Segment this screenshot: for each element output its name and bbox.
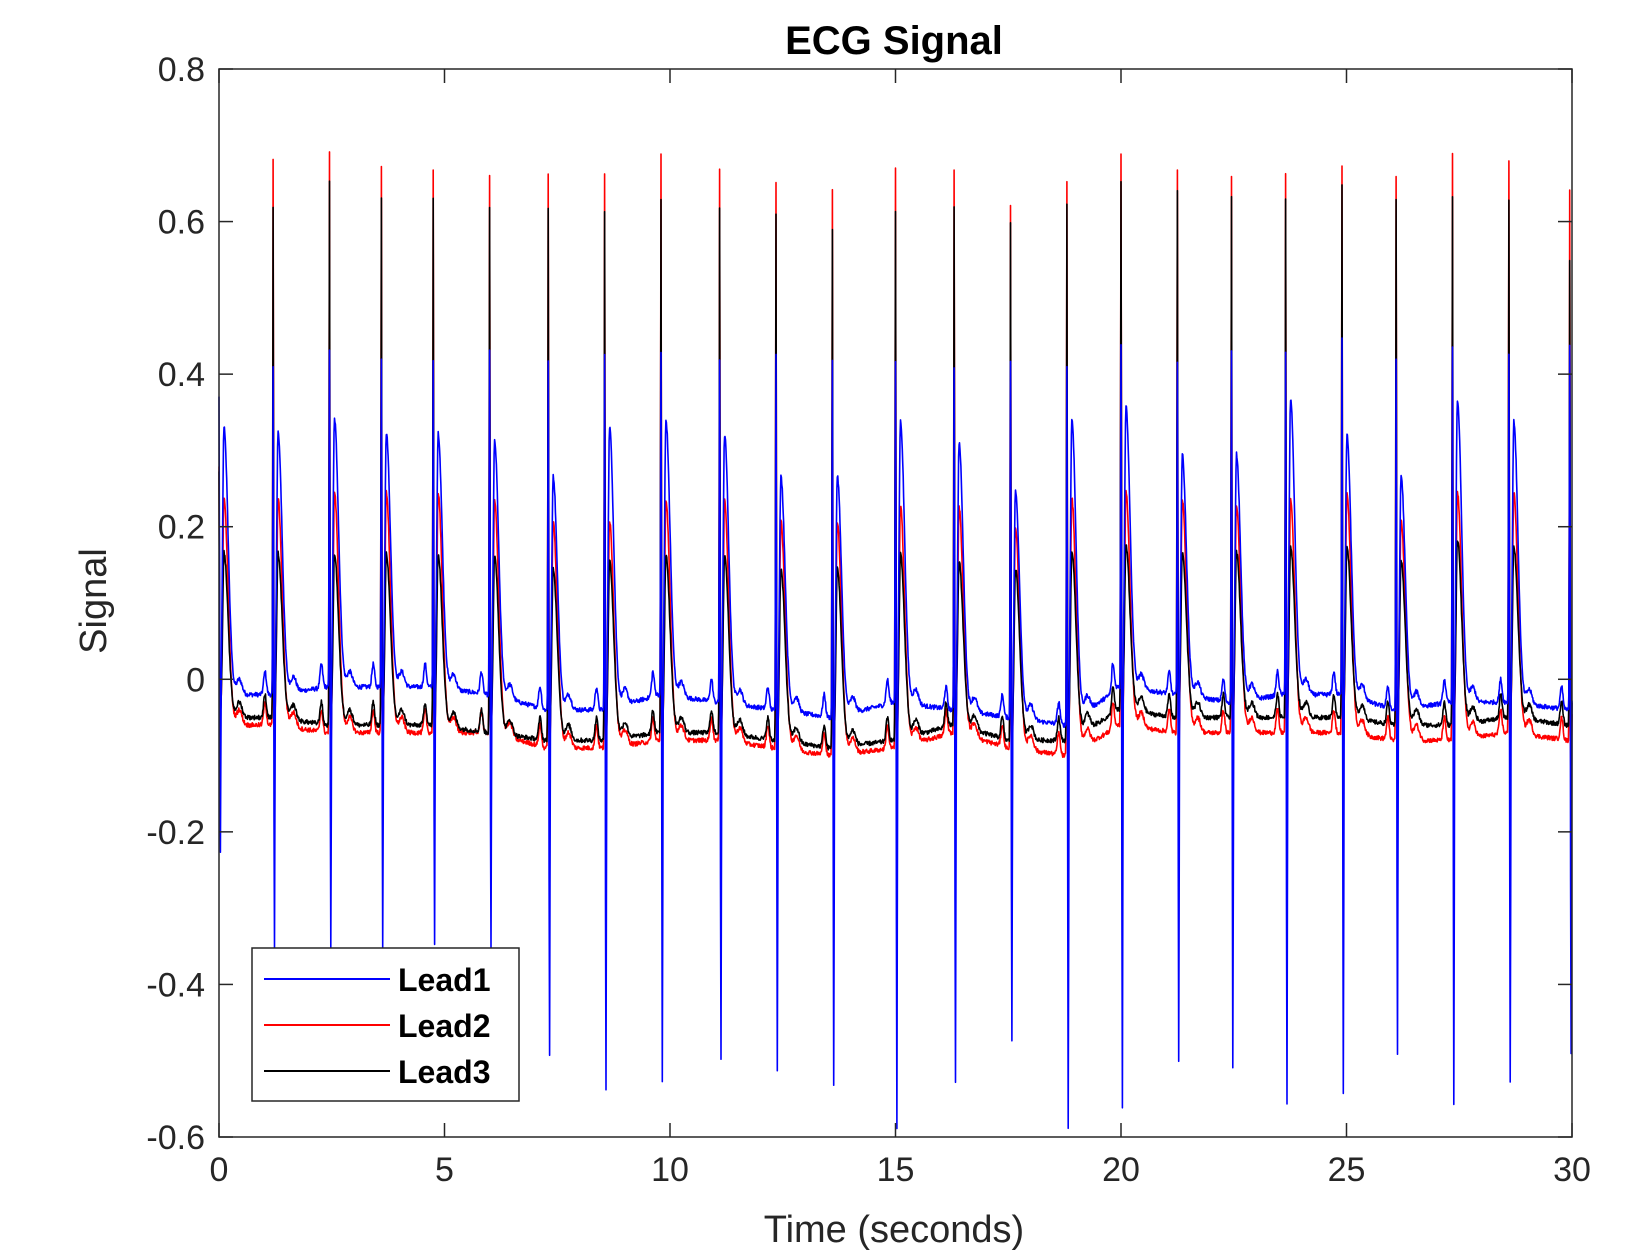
x-tick-label: 20: [1102, 1151, 1140, 1189]
x-tick-label: 0: [210, 1151, 229, 1189]
y-tick-label: 0.4: [158, 356, 205, 394]
series-line-lead3: [218, 180, 1573, 775]
y-tick-label: 0: [186, 661, 205, 699]
x-axis-title: Time (seconds): [764, 1209, 1024, 1250]
series-layer: [218, 151, 1573, 1130]
x-tick-label: 30: [1553, 1151, 1591, 1189]
x-tick-label: 10: [651, 1151, 689, 1189]
y-axis-title: Signal: [73, 548, 115, 654]
legend: Lead1 Lead2 Lead3: [251, 947, 520, 1102]
legend-label-lead2: Lead2: [398, 1008, 490, 1044]
ticks-layer: 0 5 10 15 20 25 30 -0.6 -0.4 -0.2 0 0.2 0.4 0.6 0.8: [146, 51, 1591, 1189]
y-tick-label: 0.8: [158, 51, 205, 89]
legend-label-lead3: Lead3: [398, 1054, 490, 1090]
y-tick-label: -0.2: [146, 814, 205, 852]
series-line-lead1: [218, 337, 1573, 1130]
chart-title: ECG Signal: [785, 19, 1003, 63]
x-tick-label: 15: [877, 1151, 915, 1189]
x-tick-label: 5: [435, 1151, 454, 1189]
legend-label-lead1: Lead1: [398, 962, 490, 998]
y-tick-label: 0.2: [158, 509, 205, 547]
x-tick-label: 25: [1328, 1151, 1366, 1189]
y-tick-label: -0.6: [146, 1119, 205, 1157]
y-tick-label: -0.4: [146, 966, 205, 1004]
y-tick-label: 0.6: [158, 204, 205, 242]
